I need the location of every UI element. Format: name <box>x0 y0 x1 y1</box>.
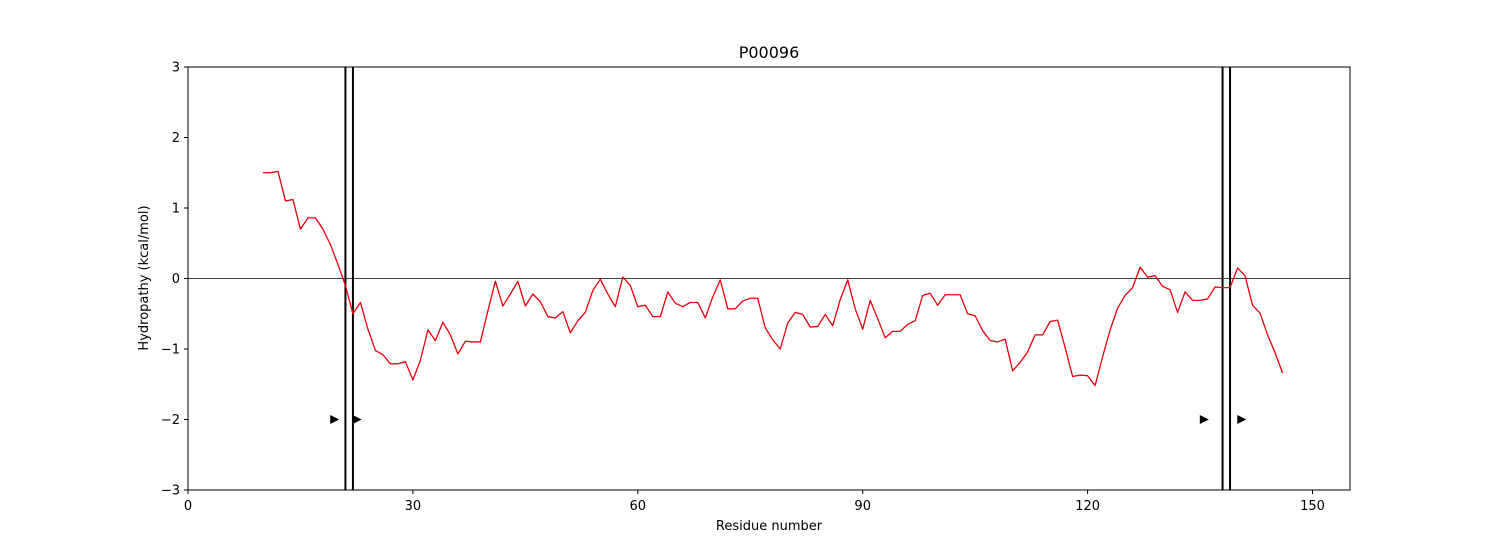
x-tick-label: 30 <box>405 499 422 514</box>
triangle-marker <box>1237 415 1247 424</box>
x-tick-label: 60 <box>630 499 647 514</box>
series-layer <box>262 170 1284 387</box>
y-tick-label: 2 <box>172 131 180 146</box>
chart-title: P00096 <box>739 43 800 62</box>
y-tick-label: 3 <box>172 61 180 76</box>
y-tick-label: −1 <box>161 343 180 358</box>
x-tick-label: 90 <box>854 499 871 514</box>
hydropathy-series-line <box>262 170 1284 387</box>
y-tick-label: 1 <box>172 202 180 217</box>
triangle-marker <box>330 415 340 424</box>
y-tick-label: 0 <box>172 272 180 287</box>
triangle-marker <box>352 415 362 424</box>
x-tick-label: 150 <box>1300 499 1325 514</box>
marker-layer <box>330 415 1247 424</box>
y-axis-label: Hydropathy (kcal/mol) <box>137 205 152 350</box>
boundary-lines-layer <box>344 67 1232 490</box>
y-tick-label: −2 <box>161 413 180 428</box>
x-tick-label: 0 <box>184 499 192 514</box>
axes-layer: 0 30 60 90 120 150 −3 −2 −1 0 1 2 3 <box>161 61 1351 514</box>
x-axis-label: Residue number <box>716 519 823 534</box>
triangle-marker <box>1199 415 1209 424</box>
x-tick-label: 120 <box>1075 499 1100 514</box>
y-tick-label: −3 <box>161 484 180 499</box>
